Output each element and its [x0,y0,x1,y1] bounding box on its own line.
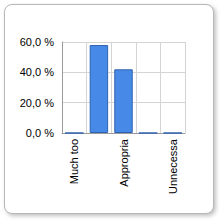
svg-text:Appropria: Appropria [118,138,130,187]
svg-text:40,0 %: 40,0 % [20,66,54,78]
svg-text:Unnecessa: Unnecessa [167,138,179,194]
svg-text:0,0 %: 0,0 % [26,127,54,139]
svg-text:Much too: Much too [68,139,80,184]
svg-text:20,0 %: 20,0 % [20,97,54,109]
svg-text:60,0 %: 60,0 % [20,36,54,48]
